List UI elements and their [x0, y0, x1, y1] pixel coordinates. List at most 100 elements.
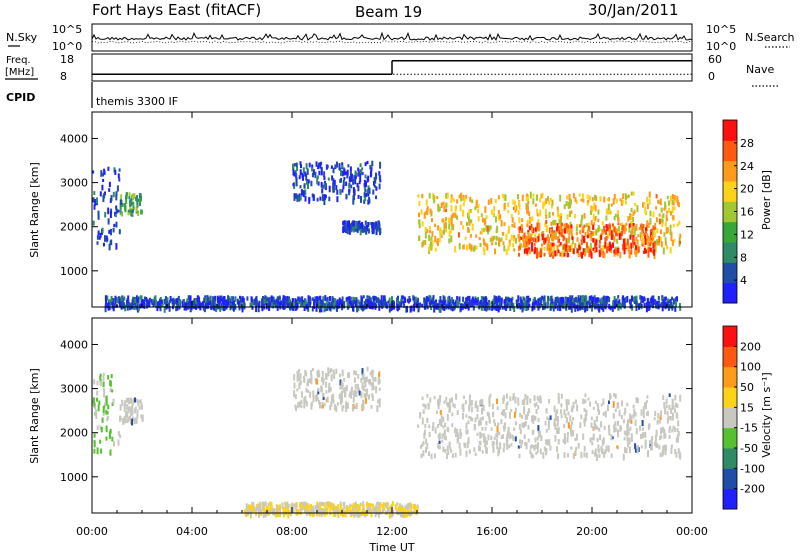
range-cell — [675, 452, 678, 458]
range-cell — [482, 227, 485, 233]
range-cell — [621, 296, 624, 302]
range-cell — [590, 422, 593, 428]
range-cell — [216, 295, 219, 302]
range-cell — [563, 244, 566, 250]
range-cell — [110, 195, 113, 201]
range-cell — [671, 304, 674, 311]
range-cell — [378, 171, 381, 176]
range-cell — [614, 421, 617, 427]
range-cell — [536, 208, 539, 214]
range-cell — [500, 237, 503, 242]
range-cell — [353, 505, 356, 511]
range-cell — [442, 446, 445, 453]
range-cell — [131, 193, 134, 200]
range-cell — [345, 181, 348, 186]
range-cell — [247, 510, 250, 515]
range-cell — [450, 303, 453, 309]
range-cell — [232, 305, 235, 312]
range-cell — [498, 431, 501, 435]
range-cell — [485, 440, 488, 446]
freq-tick-top: 18 — [60, 53, 74, 66]
colorbar-swatch — [723, 427, 737, 449]
range-cell — [512, 435, 515, 441]
range-cell — [320, 182, 323, 188]
range-cell — [540, 435, 543, 441]
range-cell — [262, 296, 264, 300]
range-cell — [203, 305, 206, 313]
range-cell — [561, 300, 564, 308]
range-cell — [297, 296, 300, 301]
range-cell — [671, 206, 674, 214]
range-cell — [462, 412, 464, 420]
range-cell — [462, 403, 465, 410]
range-cell — [357, 185, 360, 192]
range-cell — [356, 503, 359, 508]
range-cell — [375, 195, 377, 200]
range-cell — [596, 403, 599, 407]
range-cell — [248, 508, 251, 514]
range-cell — [345, 405, 348, 412]
range-cell — [433, 395, 436, 400]
range-cell — [644, 442, 647, 449]
range-cell — [580, 219, 583, 227]
range-cell — [270, 505, 273, 511]
range-cell — [549, 415, 552, 420]
range-cell — [118, 177, 121, 182]
range-cell — [311, 306, 314, 312]
range-cell — [422, 440, 425, 446]
range-cell — [302, 167, 305, 174]
range-cell — [103, 170, 106, 175]
range-cell — [114, 295, 117, 301]
range-cell — [672, 298, 675, 305]
range-cell — [567, 411, 570, 416]
range-cell — [366, 388, 368, 394]
range-cell — [194, 298, 197, 304]
range-cell — [492, 442, 495, 449]
range-cell — [430, 300, 433, 305]
range-cell — [496, 425, 499, 433]
range-cell — [119, 416, 122, 420]
range-cell — [183, 301, 186, 308]
range-cell — [594, 216, 597, 222]
range-cell — [319, 295, 322, 302]
range-cell — [565, 222, 568, 230]
range-cell — [231, 299, 234, 306]
range-cell — [445, 435, 447, 441]
range-cell — [332, 511, 335, 517]
range-cell — [477, 208, 480, 214]
range-cell — [615, 298, 618, 304]
x-tick-label: 08:00 — [276, 525, 308, 538]
range-cell — [613, 249, 616, 254]
range-cell — [447, 300, 450, 304]
range-cell — [623, 248, 626, 255]
range-cell — [370, 511, 373, 518]
range-cell — [369, 371, 372, 376]
range-cell — [624, 238, 627, 245]
range-cell — [664, 449, 667, 456]
range-cell — [506, 443, 509, 450]
range-cell — [475, 245, 478, 250]
range-cell — [505, 233, 508, 241]
range-cell — [664, 221, 667, 227]
range-cell — [536, 252, 538, 259]
range-cell — [666, 227, 669, 233]
range-cell — [178, 300, 181, 307]
range-cell — [104, 305, 107, 313]
range-cell — [529, 449, 532, 454]
range-cell — [443, 429, 446, 436]
range-cell — [527, 194, 529, 202]
range-cell — [322, 378, 325, 382]
range-cell — [346, 225, 349, 231]
range-cell — [422, 240, 425, 246]
range-cell — [362, 402, 365, 406]
range-cell — [208, 297, 211, 301]
range-cell — [655, 194, 658, 199]
range-cell — [109, 428, 112, 434]
range-cell — [348, 394, 351, 398]
range-cell — [523, 434, 526, 440]
range-cell — [552, 246, 555, 253]
range-cell — [587, 397, 590, 401]
range-cell — [621, 200, 624, 205]
range-cell — [302, 501, 305, 507]
